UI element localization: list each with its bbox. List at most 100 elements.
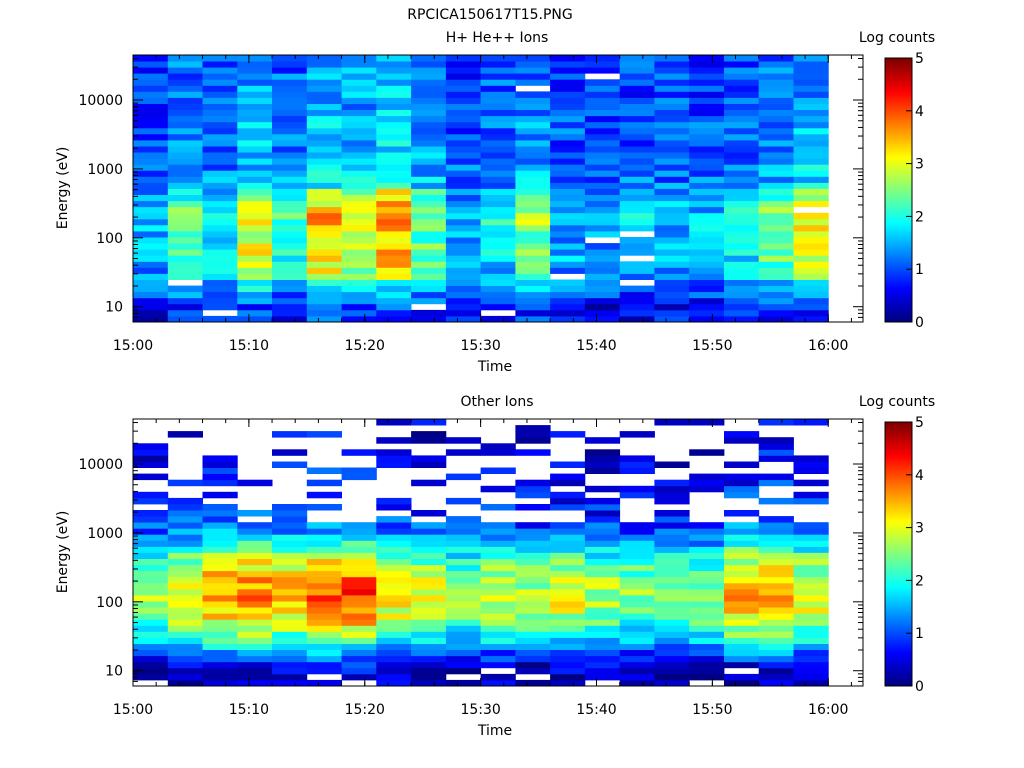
heatmap-cell [550,558,586,566]
colorbar-swatch [885,161,912,165]
heatmap-cell [654,552,690,559]
heatmap-cell [202,546,238,553]
heatmap-cell [515,73,551,80]
heatmap-cell [515,133,551,141]
heatmap-cell [306,576,342,584]
colorbar-swatch [885,231,912,235]
heatmap-cell [724,552,760,559]
heatmap-cell [724,231,760,238]
heatmap-cell [202,55,238,62]
heatmap-cell [167,522,203,529]
heatmap-cell [133,231,169,238]
heatmap-cell [306,188,342,195]
heatmap-cell [202,249,238,256]
heatmap-cell [167,619,203,626]
heatmap-cell [654,152,690,159]
heatmap-cell [272,667,308,675]
heatmap-cell [689,540,725,547]
heatmap-cell [167,237,203,244]
heatmap-cell [515,485,551,493]
heatmap-cell [133,152,169,159]
heatmap-cell [445,218,482,226]
heatmap-cell [202,109,238,117]
heatmap-cell [584,176,621,183]
heatmap-cell [133,558,169,566]
heatmap-cell [445,540,482,547]
heatmap-cell [584,261,621,268]
heatmap-cell [133,449,169,456]
heatmap-cell [515,431,551,438]
heatmap-cell [480,467,516,474]
heatmap-cell [654,224,690,232]
colorbar-swatch [885,611,912,614]
heatmap-cell [758,231,794,238]
heatmap-cell [202,212,238,220]
heatmap-cell [793,79,829,86]
x-tick-label: 15:40 [576,338,616,354]
heatmap-cell [480,127,516,135]
heatmap-cell [793,212,829,220]
heatmap-cell [411,285,447,293]
colorbar-swatch [885,644,912,647]
heatmap-cell [654,419,690,426]
colorbar-swatch [885,192,912,195]
heatmap-cell [411,625,447,632]
heatmap-cell [306,297,342,305]
heatmap-cell [445,55,482,62]
heatmap-cell [376,570,412,578]
heatmap-cell [341,243,377,250]
heatmap-cell [515,649,551,657]
colorbar-swatch [885,428,912,432]
heatmap-cell [272,582,308,590]
colorbar-swatch [885,278,912,281]
heatmap-cell [619,79,655,86]
heatmap-cell [724,224,760,232]
heatmap-cell [376,164,412,171]
heatmap-cell [167,285,203,293]
heatmap-cell [272,121,308,129]
heatmap-cell [793,619,829,626]
heatmap-cell [480,564,516,572]
heatmap-cell [445,61,482,68]
heatmap-cell [411,309,447,317]
heatmap-cell [167,431,203,438]
heatmap-cell [411,679,447,687]
heatmap-cell [550,146,586,153]
colorbar-tick-label: 1 [915,262,924,278]
heatmap-cell [167,534,203,541]
heatmap-cell [550,431,586,438]
heatmap-cell [654,564,690,572]
colorbar-swatch [885,58,912,61]
heatmap-cell [167,497,203,505]
heatmap-cell [167,540,203,547]
heatmap-cell [793,91,829,98]
colorbar-swatch [885,194,912,198]
colorbar-swatch [885,187,912,191]
heatmap-cell [306,504,342,511]
heatmap-cell [341,315,377,323]
colorbar-swatch [885,534,912,537]
heatmap-cell [237,200,273,208]
heatmap-cell [584,667,621,675]
heatmap-cell [689,176,725,183]
heatmap-cell [758,522,794,529]
heatmap-cell [445,237,482,244]
heatmap-cell [272,607,308,614]
heatmap-cell [272,224,308,232]
heatmap-cell [133,279,169,286]
heatmap-cell [515,79,551,86]
heatmap-cell [758,273,794,280]
heatmap-cell [480,243,516,250]
heatmap-cell [341,655,377,663]
heatmap-cell [619,595,655,602]
heatmap-cell [793,146,829,153]
heatmap-cell [272,291,308,299]
heatmap-cell [480,661,516,669]
colorbar-swatch [885,653,912,656]
heatmap-cell [272,103,308,110]
heatmap-cell [167,595,203,602]
heatmap-cell [689,655,725,663]
heatmap-cell [306,255,342,262]
heatmap-cell [306,212,342,220]
colorbar-swatch [885,240,912,244]
